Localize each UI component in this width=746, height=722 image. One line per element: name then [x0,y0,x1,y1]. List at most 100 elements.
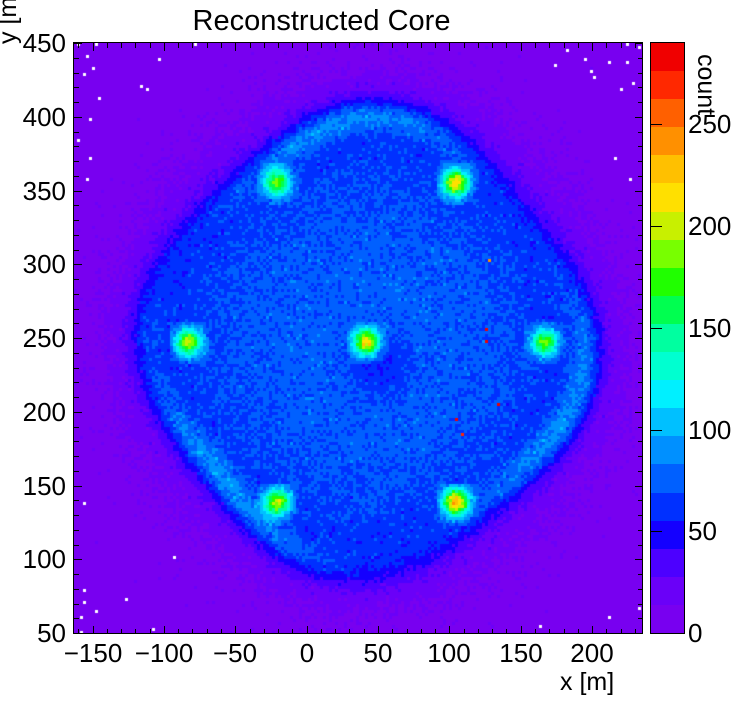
x-tick-label-0: 0 [299,638,315,668]
y-tick-340 [74,205,79,206]
colorbar-band-2 [651,548,684,577]
x-tick-top-100 [449,43,450,51]
y-tick-200 [74,412,82,413]
y-tick-right-440 [638,58,643,59]
x-tick-top--60 [221,43,222,48]
y-tick-350 [74,191,82,192]
x-tick-top-160 [535,43,536,48]
y-tick-260 [74,323,79,324]
x-tick--80 [192,629,193,634]
y-tick-right-110 [638,545,643,546]
y-tick-right-370 [638,161,643,162]
colorbar-band-0 [651,604,684,633]
y-tick-330 [74,220,79,221]
y-tick-140 [74,500,79,501]
x-tick-top-180 [564,43,565,48]
y-tick-370 [74,161,79,162]
y-tick-right-420 [638,87,643,88]
x-tick-top-30 [349,43,350,48]
y-tick-320 [74,235,79,236]
x-tick--120 [135,629,136,634]
x-tick-top--110 [150,43,151,48]
x-tick-170 [549,629,550,634]
colorbar-band-20 [651,43,684,72]
y-tick-right-100 [635,559,643,560]
y-tick-label-450: 450 [22,28,66,58]
y-tick-right-360 [638,176,643,177]
x-tick-40 [364,629,365,634]
x-tick-top-80 [421,43,422,48]
y-tick-300 [74,264,82,265]
y-tick-90 [74,574,79,575]
colorbar-band-11 [651,295,684,324]
y-tick-290 [74,279,79,280]
y-tick-310 [74,250,79,251]
x-tick-top--160 [78,43,79,48]
colorbar-band-4 [651,491,684,521]
y-tick-right-320 [638,235,643,236]
colorbar [650,42,685,634]
x-tick--50 [235,626,236,634]
x-tick-label-200: 200 [570,638,614,668]
x-tick-top--140 [107,43,108,48]
y-tick-label-250: 250 [22,323,66,353]
colorbar-band-16 [651,154,684,184]
colorbar-tick-150 [650,328,662,329]
y-tick-180 [74,441,79,442]
x-tick-label-100: 100 [427,638,471,668]
x-tick-10 [321,629,322,634]
x-tick-160 [535,629,536,634]
x-tick-top-90 [435,43,436,48]
colorbar-tick-50 [650,531,662,532]
colorbar-band-3 [651,520,684,549]
y-tick-130 [74,515,79,516]
y-tick-right-310 [638,250,643,251]
colorbar-tick-label-0: 0 [688,618,703,648]
x-tick-top--30 [264,43,265,48]
y-tick-right-300 [635,264,643,265]
y-tick-390 [74,132,79,133]
y-tick-right-260 [638,323,643,324]
y-tick-430 [74,73,79,74]
y-tick-right-50 [635,633,643,634]
y-tick-right-130 [638,515,643,516]
x-tick-20 [335,629,336,634]
y-tick-80 [74,589,79,590]
x-tick-top-230 [635,43,636,48]
x-tick-top--90 [178,43,179,48]
heatmap-canvas [74,43,642,633]
x-tick-top--100 [164,43,165,51]
x-tick--60 [221,629,222,634]
y-tick-right-290 [638,279,643,280]
x-tick--40 [250,629,251,634]
x-tick-top--50 [235,43,236,51]
x-tick-top-110 [464,43,465,48]
y-tick-right-410 [638,102,643,103]
x-tick-top--120 [135,43,136,48]
x-tick-top--130 [121,43,122,48]
x-tick-top-140 [506,43,507,48]
x-tick-50 [378,626,379,634]
y-tick-110 [74,545,79,546]
x-tick-180 [564,629,565,634]
y-tick-right-240 [638,353,643,354]
x-tick-top-70 [407,43,408,48]
y-tick-380 [74,146,79,147]
colorbar-band-8 [651,379,684,409]
x-tick-label--150: −150 [63,638,123,668]
colorbar-tick-label-150: 150 [688,313,732,343]
colorbar-band-17 [651,126,684,156]
y-tick-270 [74,309,79,310]
x-tick--160 [78,629,79,634]
y-tick-right-90 [638,574,643,575]
y-tick-right-120 [638,530,643,531]
y-tick-right-170 [638,456,643,457]
y-tick-250 [74,338,82,339]
y-tick-right-180 [638,441,643,442]
y-tick-right-270 [638,309,643,310]
x-tick-label--50: −50 [212,638,258,668]
y-tick-190 [74,427,79,428]
y-tick-120 [74,530,79,531]
colorbar-band-5 [651,463,684,493]
x-tick-top-210 [606,43,607,48]
